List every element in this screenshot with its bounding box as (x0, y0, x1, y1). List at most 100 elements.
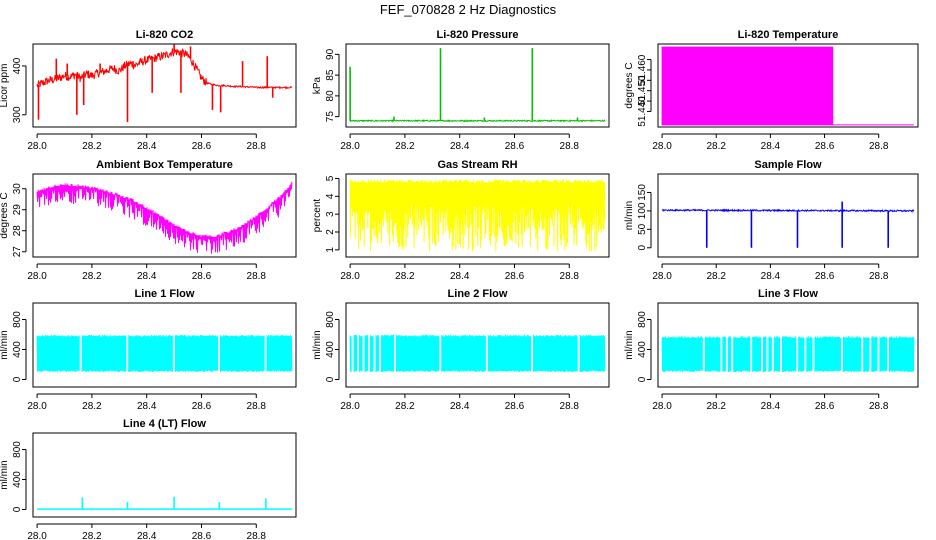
gap-mark (750, 303, 753, 387)
gap-mark (725, 303, 729, 387)
x-tick-label: 28.6 (192, 141, 212, 152)
x-tick-label: 28.8 (869, 141, 889, 152)
gap-mark (379, 303, 382, 387)
x-tick-label: 28.8 (247, 271, 267, 282)
y-axis-label: ml/min (0, 330, 10, 359)
series-line (349, 334, 606, 373)
gap-mark (812, 303, 815, 387)
y-tick-label: 50 (637, 223, 648, 235)
data-layer (349, 48, 606, 123)
plot-frame (345, 43, 610, 128)
x-tick-label: 28.0 (27, 531, 47, 540)
gap-mark (485, 303, 489, 387)
gap-mark (861, 303, 864, 387)
data-layer (37, 496, 292, 510)
x-tick-label: 28.2 (395, 271, 415, 282)
x-tick-label: 28.4 (761, 271, 781, 282)
y-axis-label: ml/min (312, 330, 323, 359)
chart-panel-ambient: Ambient Box Temperature 28.0 28.2 28.4 28.6 2… (0, 159, 297, 282)
gap-mark (702, 303, 706, 387)
x-tick-label: 28.6 (192, 271, 212, 282)
x-tick-label: 28.8 (247, 531, 267, 540)
chart-panel-co2: Li-820 CO2 28.0 28.2 28.4 28.6 28.8 300 400Lico… (0, 29, 297, 152)
x-tick-label: 28.8 (247, 141, 267, 152)
x-tick-label: 28.6 (192, 531, 212, 540)
y-tick-label: 4 (325, 193, 336, 199)
x-tick-label: 28.8 (560, 401, 580, 412)
series-line (349, 179, 606, 252)
y-tick-label: 2 (325, 229, 336, 235)
x-tick-label: 28.6 (815, 271, 835, 282)
chart-panel-line1: Line 1 Flow 28.0 28.2 28.4 28.6 28.8 0 400 800ml… (0, 288, 297, 412)
chart-title: Line 2 Flow (448, 288, 508, 300)
y-axis-label: percent (312, 199, 323, 233)
y-tick-label: 51.460 (637, 54, 648, 85)
x-tick-label: 28.2 (706, 271, 726, 282)
x-tick-label: 28.2 (395, 141, 415, 152)
gap-mark (796, 303, 799, 387)
x-tick-label: 28.0 (340, 141, 360, 152)
x-tick-label: 28.8 (560, 141, 580, 152)
page-title: FEF_070828 2 Hz Diagnostics (379, 2, 557, 17)
x-tick-label: 28.8 (869, 401, 889, 412)
series-line (36, 181, 293, 254)
x-tick-label: 28.2 (706, 401, 726, 412)
gap-mark (761, 303, 764, 387)
gap-mark (368, 303, 371, 387)
x-tick-label: 28.0 (27, 141, 47, 152)
x-tick-label: 28.4 (137, 401, 157, 412)
gap-mark (766, 303, 769, 387)
y-tick-label: 29 (12, 204, 23, 216)
series-line (36, 48, 293, 90)
gap-mark (79, 303, 83, 387)
series-line (36, 334, 293, 373)
gap-mark (731, 303, 734, 387)
y-tick-label: 0 (12, 376, 23, 382)
chart-title: Li-820 CO2 (136, 29, 193, 41)
x-tick-label: 28.0 (340, 271, 360, 282)
chart-panel-line2: Line 2 Flow 28.0 28.2 28.4 28.6 28.8 0 400 800ml… (312, 288, 610, 412)
data-layer (661, 303, 915, 387)
x-tick-label: 28.4 (137, 271, 157, 282)
y-tick-label: 400 (12, 471, 23, 488)
gap-mark (577, 303, 581, 387)
plot-frame (345, 302, 610, 388)
y-tick-label: 800 (325, 311, 336, 328)
y-tick-label: 28 (12, 225, 23, 237)
chart-panel-pressure: Li-820 Pressure 28.0 28.2 28.4 28.6 28.8 75 80 8… (312, 29, 610, 152)
x-tick-label: 28.2 (395, 401, 415, 412)
x-tick-label: 28.0 (27, 401, 47, 412)
x-tick-label: 28.2 (82, 141, 102, 152)
x-tick-label: 28.6 (192, 401, 212, 412)
plot-frame (345, 173, 610, 258)
gap-mark (439, 303, 442, 387)
gap-mark (531, 303, 534, 387)
x-tick-label: 28.4 (450, 401, 470, 412)
y-axis-label: kPa (312, 76, 323, 94)
x-tick-label: 28.6 (505, 271, 525, 282)
plot-frame (657, 173, 919, 258)
y-tick-label: 51.440 (637, 96, 648, 127)
x-tick-label: 28.2 (706, 141, 726, 152)
y-tick-label: 0 (637, 376, 648, 382)
series-line (661, 336, 915, 373)
x-tick-label: 28.4 (450, 141, 470, 152)
x-tick-label: 28.0 (27, 271, 47, 282)
y-axis-label: ml/min (624, 330, 635, 359)
chart-panel-line3: Line 3 Flow 28.0 28.2 28.4 28.6 28.8 0 400 800ml… (624, 288, 919, 412)
y-tick-label: 27 (12, 246, 23, 258)
y-tick-label: 30 (12, 183, 23, 195)
y-tick-label: 100 (637, 202, 648, 219)
x-tick-label: 28.2 (82, 531, 102, 540)
y-tick-label: 0 (325, 376, 336, 382)
data-layer (36, 181, 293, 254)
y-axis-label: Licor ppm (0, 64, 10, 108)
data-layer (349, 303, 606, 387)
gap-mark (780, 303, 783, 387)
chart-panel-line4: Line 4 (LT) Flow 28.0 28.2 28.4 28.6 28.8 0 400… (0, 418, 297, 540)
x-tick-label: 28.4 (450, 271, 470, 282)
series-line (349, 118, 606, 123)
y-tick-label: 1 (325, 247, 336, 253)
gap-mark (373, 303, 376, 387)
y-tick-label: 90 (325, 48, 336, 60)
